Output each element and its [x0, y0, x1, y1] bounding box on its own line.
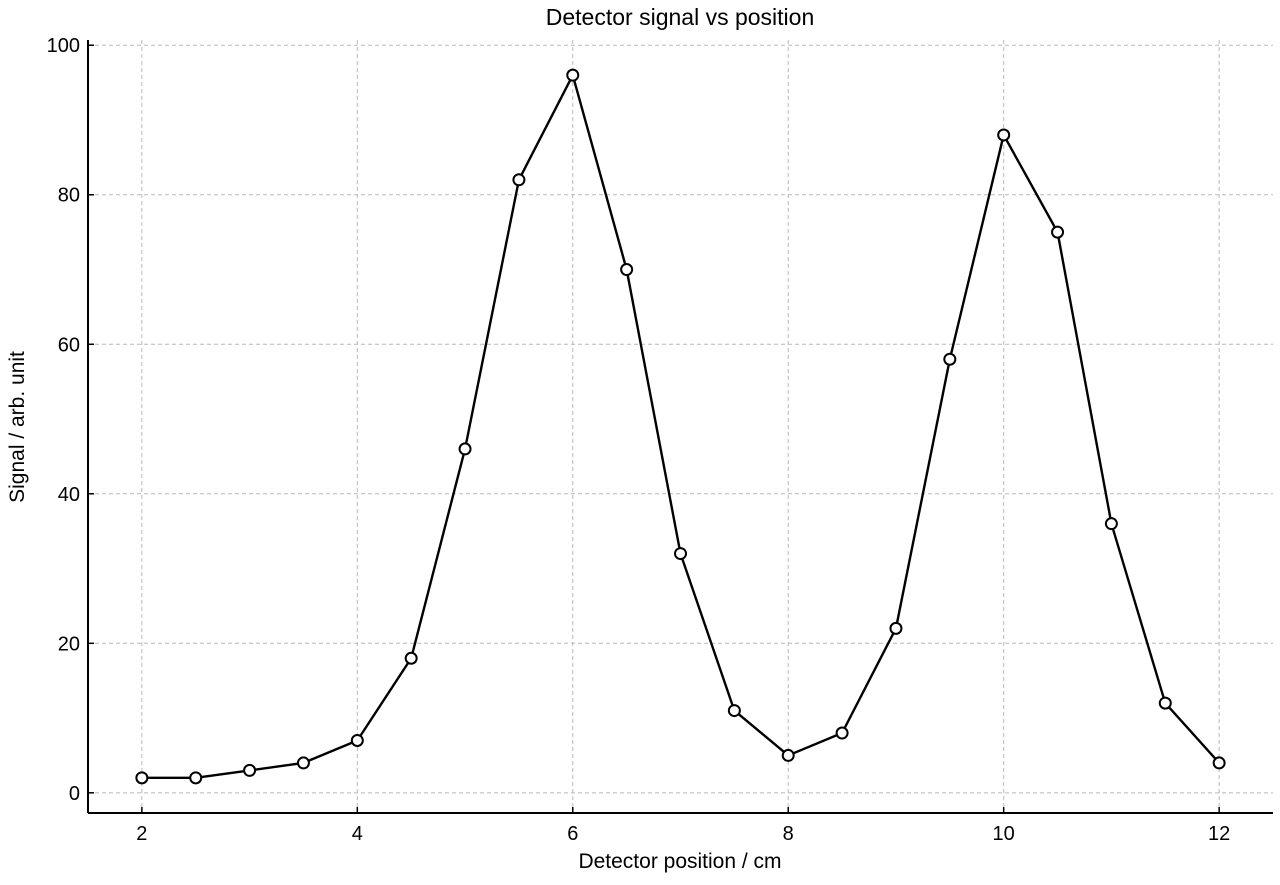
series-line — [141, 73, 1221, 780]
data-point — [566, 68, 580, 82]
data-point — [889, 621, 903, 635]
series-layer — [135, 68, 1226, 785]
x-tick-label: 6 — [567, 823, 578, 845]
ticks-layer: 2 4 6 8 10 12 0 20 40 60 80 100 — [47, 35, 1231, 845]
y-axis-label: Signal / arb. unit — [6, 351, 29, 503]
y-tick-label: 20 — [58, 633, 80, 655]
data-point — [1104, 517, 1118, 531]
y-tick-label: 40 — [58, 484, 80, 506]
x-tick-label: 12 — [1208, 823, 1230, 845]
data-point — [512, 173, 526, 187]
data-point — [350, 733, 364, 747]
x-tick-label: 8 — [783, 823, 794, 845]
data-point — [1212, 756, 1226, 770]
data-point — [1051, 225, 1065, 239]
x-axis-label: Detector position / cm — [578, 850, 781, 873]
grid-layer — [88, 40, 1273, 813]
data-point — [1158, 696, 1172, 710]
y-tick-label: 60 — [58, 334, 80, 356]
data-point — [781, 748, 795, 762]
data-point — [458, 442, 472, 456]
data-point — [620, 263, 634, 277]
data-point — [189, 771, 203, 785]
data-point — [835, 726, 849, 740]
data-point — [997, 128, 1011, 142]
data-point — [135, 771, 149, 785]
y-tick-label: 0 — [69, 783, 80, 805]
data-point — [296, 756, 310, 770]
data-point — [943, 352, 957, 366]
data-point — [727, 704, 741, 718]
x-tick-label: 2 — [136, 823, 147, 845]
x-tick-label: 10 — [993, 823, 1015, 845]
x-tick-label: 4 — [352, 823, 363, 845]
chart-title: Detector signal vs position — [546, 4, 814, 30]
y-tick-label: 80 — [58, 185, 80, 207]
data-point — [404, 651, 418, 665]
data-point — [674, 547, 687, 561]
y-tick-label: 100 — [47, 35, 80, 57]
axes-layer — [87, 40, 1273, 814]
data-point — [243, 763, 257, 777]
